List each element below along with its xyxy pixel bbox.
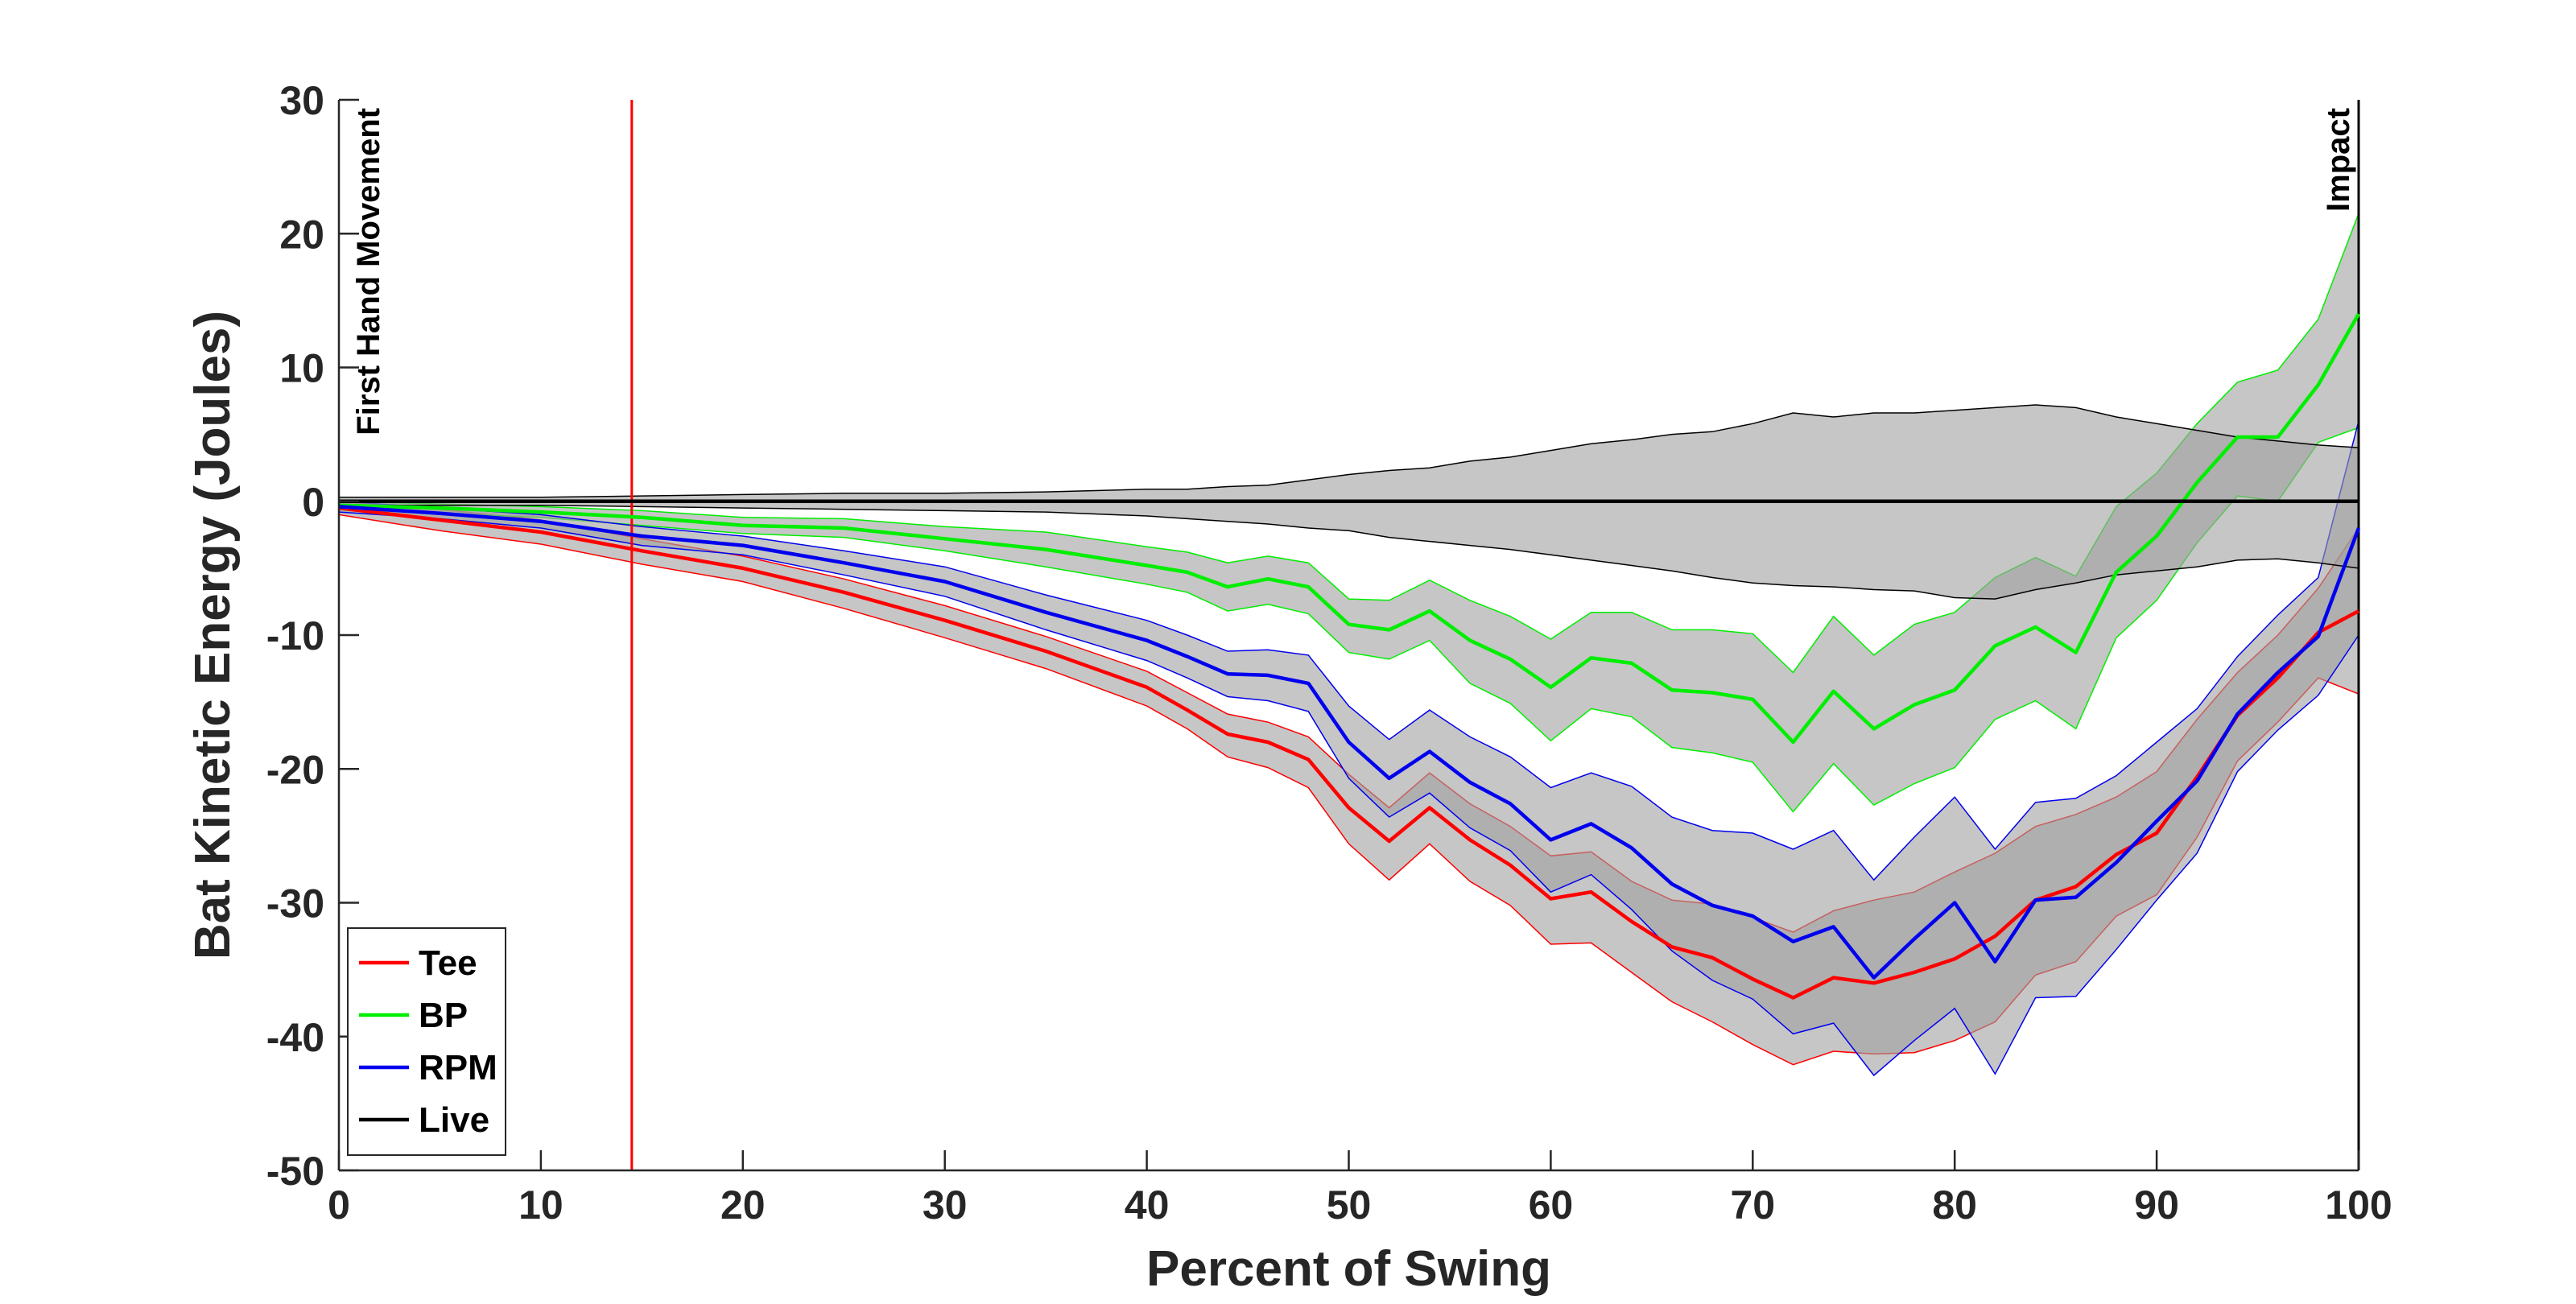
series-line-rpm [338,505,2361,980]
band-rpm [339,421,2359,1075]
band-upper-edge-live [339,404,2359,498]
x-tick-label: 30 [923,1182,968,1228]
legend-box [347,927,506,1156]
y-tick-label: 30 [279,78,324,123]
band-bp [339,213,2359,812]
y-tick-label: 0 [302,480,324,525]
legend-label-live: Live [419,1100,489,1140]
y-tick-label: -10 [266,613,324,658]
series-line-bp [338,312,2360,745]
annotation-first-hand-movement: First Hand Movement [351,108,386,435]
band-upper-edge-rpm [338,420,2359,881]
x-tick-label: 20 [720,1182,766,1228]
x-tick-label: 50 [1327,1182,1372,1228]
x-tick-label: 10 [518,1182,564,1228]
y-axis-title: Bat Kinetic Energy (Joules) [185,311,241,959]
x-tick-label: 70 [1730,1182,1775,1228]
axes: 0 10 20 30 40 50 60 70 80 90 1003020100-10-20-30-4… [185,78,2392,1297]
x-tick-label: 90 [2134,1182,2179,1228]
series-lines [338,312,2361,1000]
y-tick-label: -40 [266,1015,324,1060]
x-tick-label: 60 [1529,1182,1574,1228]
y-tick-label: 20 [279,212,324,257]
reference-lines [630,100,2360,1170]
y-tick-label: -30 [266,881,324,926]
y-tick-label: -20 [266,747,324,792]
x-tick-label: 0 [328,1182,350,1228]
x-tick-label: 80 [1932,1182,1977,1228]
y-tick-label: -50 [266,1149,324,1194]
legend: Tee BP RPM Live [347,927,506,1156]
x-axis-title: Percent of Swing [1146,1241,1551,1297]
annotations: First Hand Movement Impact [351,108,2356,435]
legend-label-tee: Tee [419,943,477,983]
annotation-impact: Impact [2321,108,2356,212]
y-tick-label: 10 [279,346,324,391]
band-lower-edge-bp [338,427,2359,813]
series-line-tee [338,506,2360,1000]
x-tick-label: 100 [2325,1182,2392,1228]
legend-label-bp: BP [419,996,468,1035]
band-lower-edge-live [339,504,2359,600]
legend-label-rpm: RPM [419,1048,497,1087]
x-tick-label: 40 [1125,1182,1170,1228]
band-lower-edge-rpm [338,511,2359,1077]
